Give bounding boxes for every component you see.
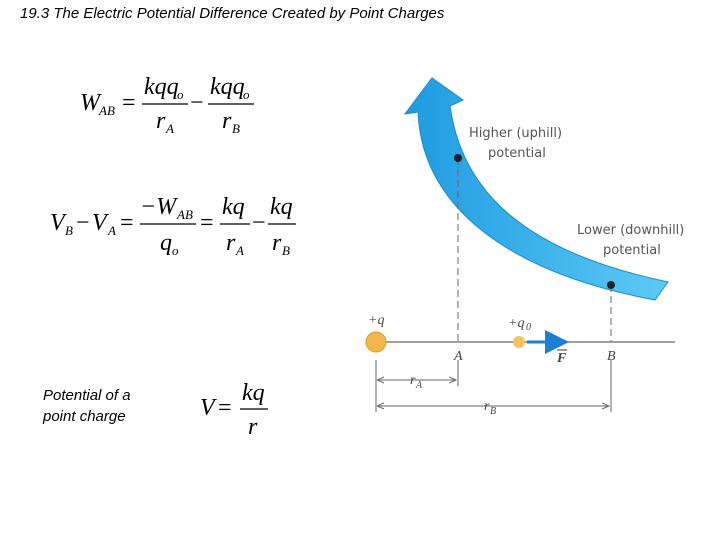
source-charge: +q — [368, 313, 384, 328]
source-charge — [365, 331, 387, 353]
caption-line-2: point charge — [42, 408, 126, 425]
num-3: kq — [270, 194, 293, 220]
v-b-sub: B — [65, 223, 73, 238]
work-equation: W AB = kqq o r A − kqq o r B — [80, 74, 254, 136]
v-a-sub: A — [107, 223, 116, 238]
title: 19.3 The Electric Potential Difference C… — [20, 5, 445, 22]
test-charge: +q — [508, 316, 524, 331]
num-2-sub: o — [243, 87, 250, 102]
den: r — [248, 414, 258, 440]
point-marker — [454, 154, 462, 162]
test-charge — [513, 336, 525, 348]
den-2: r — [226, 230, 236, 256]
v-a: V — [92, 210, 109, 236]
den-3-sub: B — [282, 243, 290, 258]
higher-line-1: Higher (uphill) — [469, 126, 562, 141]
equals-2: = — [200, 210, 214, 236]
den-1-sub: A — [165, 121, 174, 136]
r-b: r — [484, 399, 490, 414]
den-2: r — [222, 108, 232, 134]
higher-line-2: potential — [488, 146, 546, 161]
r-b-sub: B — [490, 406, 496, 417]
den-1-sub: o — [172, 243, 179, 258]
minus-1: − — [76, 210, 90, 236]
den-1: r — [156, 108, 166, 134]
potential-diagram: Higher (uphill) potential Lower (downhil… — [365, 77, 684, 417]
r-a-sub: A — [415, 380, 423, 391]
minus: − — [190, 90, 204, 116]
point-charge-equation: Potential of a point charge V = kq r — [42, 380, 268, 440]
num-2: kqq — [210, 74, 245, 100]
equals: = — [218, 395, 232, 421]
r-a: r — [410, 373, 416, 388]
den-3: r — [272, 230, 282, 256]
num-1: −W — [140, 194, 178, 220]
lower-line-2: potential — [603, 243, 661, 258]
equals-1: = — [120, 210, 134, 236]
minus-2: − — [252, 210, 266, 236]
num-1-sub: o — [177, 87, 184, 102]
num-2: kq — [222, 194, 245, 220]
den-2-sub: A — [235, 243, 244, 258]
caption-line-1: Potential of a — [43, 387, 131, 404]
force: F — [556, 351, 567, 366]
lower-line-1: Lower (downhill) — [577, 223, 684, 238]
equals: = — [122, 90, 136, 116]
num: kq — [242, 380, 265, 406]
den-1: q — [160, 230, 172, 256]
lhs: W — [80, 90, 102, 116]
test-charge-sub: 0 — [526, 322, 531, 333]
potential-difference-equation: V B − V A = −W AB q o = kq r A − kq r B — [50, 194, 296, 258]
potential-arrow — [403, 77, 669, 301]
lhs-sub: AB — [98, 103, 115, 118]
point-marker — [607, 281, 615, 289]
point-b: B — [607, 349, 616, 364]
v-b: V — [50, 210, 67, 236]
num-1-sub: AB — [176, 207, 193, 222]
lhs: V — [200, 395, 217, 421]
num-1: kqq — [144, 74, 179, 100]
den-2-sub: B — [232, 121, 240, 136]
point-a: A — [453, 349, 463, 364]
